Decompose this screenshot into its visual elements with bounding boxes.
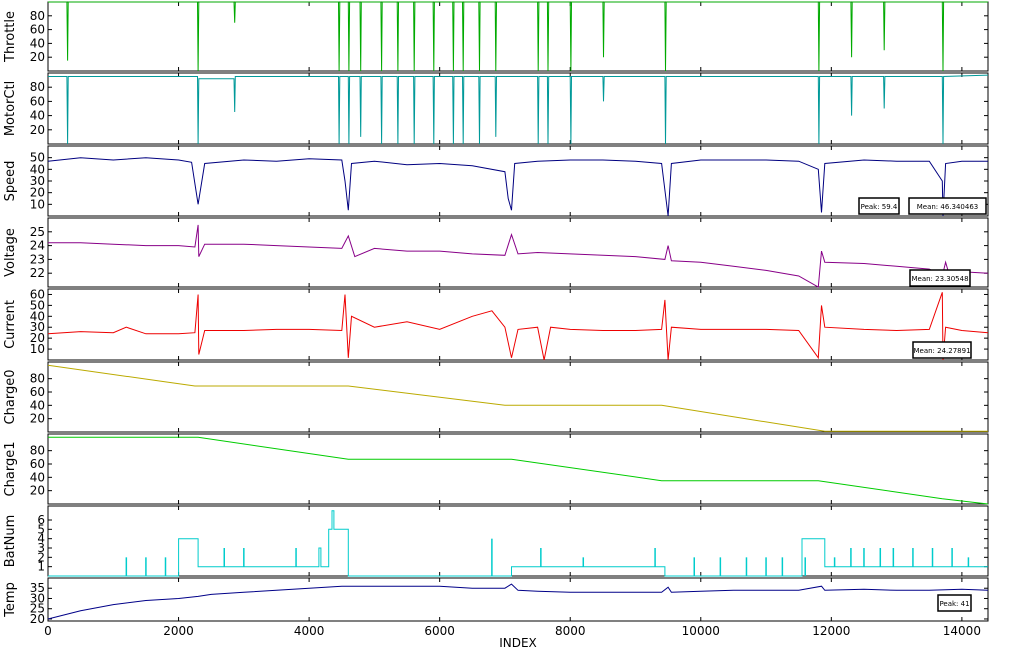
y-axis-label: Voltage bbox=[3, 228, 18, 277]
y-tick-label: 60 bbox=[30, 287, 45, 301]
annotation-box bbox=[908, 197, 987, 215]
annotation-box bbox=[912, 341, 972, 359]
annotation-box bbox=[909, 269, 971, 287]
y-tick-label: 30 bbox=[30, 174, 45, 188]
annotation-text: Mean: 24.27891 bbox=[913, 347, 970, 355]
panel-frame bbox=[47, 72, 989, 145]
y-tick-label: 40 bbox=[30, 162, 45, 176]
panel-frame bbox=[47, 288, 989, 361]
annotation-box bbox=[937, 594, 972, 612]
y-tick-label: 80 bbox=[30, 9, 45, 23]
y-tick-label: 22 bbox=[30, 266, 45, 280]
series-line-voltage bbox=[48, 224, 989, 288]
x-tick-label: 12000 bbox=[812, 624, 850, 638]
series-line-batnum bbox=[48, 510, 988, 577]
annotation-box bbox=[858, 197, 900, 215]
panel-frame bbox=[47, 1, 989, 72]
y-axis-label: Current bbox=[3, 300, 18, 349]
y-tick-label: 40 bbox=[30, 470, 45, 484]
series-line-temp bbox=[47, 583, 989, 620]
y-tick-label: 80 bbox=[30, 444, 45, 458]
series-line-motorctl bbox=[48, 74, 989, 145]
y-tick-label: 60 bbox=[30, 385, 45, 399]
y-tick-label: 40 bbox=[30, 109, 45, 123]
series-line-charge0 bbox=[47, 364, 988, 432]
y-tick-label: 1 bbox=[37, 560, 45, 574]
y-tick-label: 23 bbox=[30, 252, 45, 266]
panel-frame bbox=[47, 433, 989, 505]
y-tick-label: 3 bbox=[37, 541, 45, 555]
y-tick-label: 60 bbox=[30, 23, 45, 37]
y-tick-label: 2 bbox=[37, 550, 45, 564]
y-tick-label: 6 bbox=[37, 513, 45, 527]
y-tick-label: 80 bbox=[30, 372, 45, 386]
series-line-current bbox=[47, 292, 989, 361]
y-axis-label: Temp bbox=[3, 582, 18, 618]
x-tick-label: 4000 bbox=[294, 624, 325, 638]
x-tick-label: 14000 bbox=[943, 624, 981, 638]
y-tick-label: 20 bbox=[30, 331, 45, 345]
y-tick-label: 60 bbox=[30, 94, 45, 108]
y-tick-label: 40 bbox=[30, 398, 45, 412]
y-axis-label: Throttle bbox=[3, 11, 18, 63]
y-tick-label: 80 bbox=[30, 80, 45, 94]
panel-frame bbox=[47, 505, 989, 577]
series-line-charge1 bbox=[48, 436, 989, 505]
y-tick-label: 40 bbox=[30, 309, 45, 323]
y-tick-label: 30 bbox=[30, 591, 45, 605]
y-tick-label: 25 bbox=[30, 225, 45, 239]
annotation-text: Peak: 59.4 bbox=[861, 203, 898, 211]
y-tick-label: 10 bbox=[30, 342, 45, 356]
panel-frame bbox=[47, 361, 989, 433]
y-tick-label: 50 bbox=[30, 298, 45, 312]
y-axis-label: MotorCtl bbox=[3, 81, 18, 136]
x-tick-label: 2000 bbox=[163, 624, 194, 638]
y-tick-label: 50 bbox=[30, 151, 45, 165]
y-axis-label: Speed bbox=[3, 161, 18, 202]
y-tick-label: 20 bbox=[30, 484, 45, 498]
y-axis-label: Charge0 bbox=[3, 370, 18, 425]
y-tick-label: 20 bbox=[30, 123, 45, 137]
annotation-text: Mean: 23.30548 bbox=[911, 275, 968, 283]
panel-frame bbox=[47, 217, 989, 288]
annotation-text: Mean: 46.340463 bbox=[917, 203, 979, 211]
x-axis-label: INDEX bbox=[499, 636, 537, 650]
series-line-throttle bbox=[48, 1, 988, 72]
panel-frame bbox=[47, 577, 989, 622]
y-tick-label: 60 bbox=[30, 457, 45, 471]
x-tick-label: 10000 bbox=[682, 624, 720, 638]
y-axis-label: Charge1 bbox=[3, 442, 18, 497]
y-tick-label: 5 bbox=[37, 522, 45, 536]
series-line-speed bbox=[47, 157, 988, 217]
x-tick-label: 8000 bbox=[555, 624, 586, 638]
y-tick-label: 10 bbox=[30, 197, 45, 211]
y-tick-label: 40 bbox=[30, 36, 45, 50]
y-tick-label: 24 bbox=[30, 239, 45, 253]
y-tick-label: 30 bbox=[30, 320, 45, 334]
y-tick-label: 20 bbox=[30, 412, 45, 426]
y-tick-label: 35 bbox=[30, 581, 45, 595]
y-tick-label: 20 bbox=[30, 186, 45, 200]
panel-frame bbox=[47, 145, 989, 217]
y-tick-label: 4 bbox=[37, 532, 45, 546]
y-tick-label: 20 bbox=[30, 612, 45, 626]
x-tick-label: 6000 bbox=[424, 624, 455, 638]
y-tick-label: 20 bbox=[30, 50, 45, 64]
y-tick-label: 25 bbox=[30, 602, 45, 616]
x-tick-label: 0 bbox=[44, 624, 52, 638]
annotation-text: Peak: 41 bbox=[939, 600, 969, 608]
y-axis-label: BatNum bbox=[3, 515, 18, 568]
